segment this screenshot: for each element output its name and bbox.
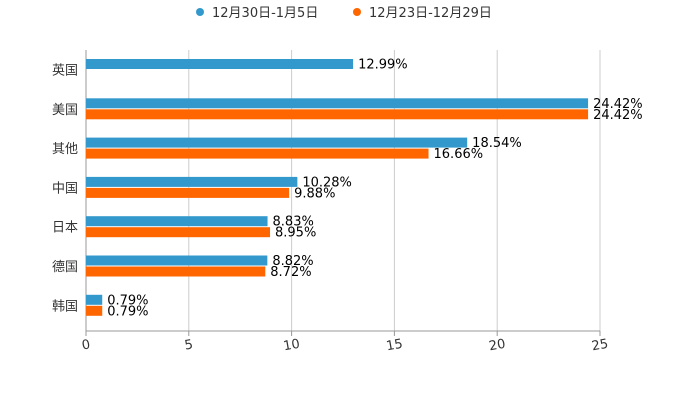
x-tick-label-10: 10 — [282, 337, 301, 355]
x-tick-label-5: 5 — [184, 337, 195, 353]
legend-marker-2 — [353, 8, 361, 16]
y-tick-label-5: 德国 — [52, 260, 78, 275]
bar-series1-2 — [86, 137, 468, 148]
legend-label-1: 12月30日-1月5日 — [212, 6, 318, 21]
x-tick-label-15: 15 — [385, 337, 404, 355]
data-label-series1-0: 12.99% — [358, 58, 408, 73]
x-tick-label-25: 25 — [591, 337, 610, 355]
data-label-series2-3: 9.88% — [294, 186, 335, 201]
bar-series1-3 — [86, 176, 298, 187]
y-tick-label-1: 美国 — [52, 103, 78, 118]
bar-series1-6 — [86, 294, 103, 305]
bars — [86, 59, 589, 316]
data-labels: 12.99% 24.42%24.42% 18.54%16.66% 10.28%9.88… — [107, 58, 642, 320]
y-tick-label-2: 其他 — [52, 142, 78, 157]
bar-series2-6 — [86, 305, 103, 316]
y-tick-label-3: 中国 — [52, 181, 78, 196]
y-tick-label-4: 日本 — [52, 221, 78, 236]
data-label-series2-1: 24.42% — [593, 108, 643, 123]
bar-series2-1 — [86, 109, 589, 120]
x-tick-label-20: 20 — [488, 337, 507, 355]
bar-series2-4 — [86, 227, 271, 238]
legend-marker-1 — [196, 8, 204, 16]
x-tick-label-0: 0 — [81, 337, 92, 353]
data-label-series1-3: 10.28% — [302, 175, 352, 190]
bar-series1-4 — [86, 216, 268, 227]
data-label-series2-2: 16.66% — [434, 147, 484, 162]
data-label-series1-1: 24.42% — [593, 97, 643, 112]
bar-series2-5 — [86, 266, 266, 277]
legend-label-2: 12月23日-12月29日 — [369, 6, 492, 21]
bar-series1-5 — [86, 255, 268, 266]
legend: 12月30日-1月5日 12月23日-12月29日 — [196, 6, 492, 21]
data-label-series2-5: 8.72% — [270, 265, 311, 280]
data-label-series1-2: 18.54% — [472, 136, 522, 151]
data-label-series2-4: 8.95% — [275, 226, 316, 241]
data-label-series1-6: 0.79% — [107, 293, 148, 308]
grid — [188, 50, 601, 331]
data-label-series2-6: 0.79% — [107, 304, 148, 319]
data-label-series1-5: 8.82% — [272, 254, 313, 269]
data-label-series1-4: 8.83% — [273, 215, 314, 230]
bar-series1-1 — [86, 98, 589, 109]
y-tick-label-0: 英国 — [52, 64, 78, 79]
bar-series2-3 — [86, 187, 290, 198]
bar-series2-2 — [86, 148, 429, 159]
bar-series1-0 — [86, 59, 354, 69]
y-tick-label-6: 韩国 — [52, 299, 78, 314]
